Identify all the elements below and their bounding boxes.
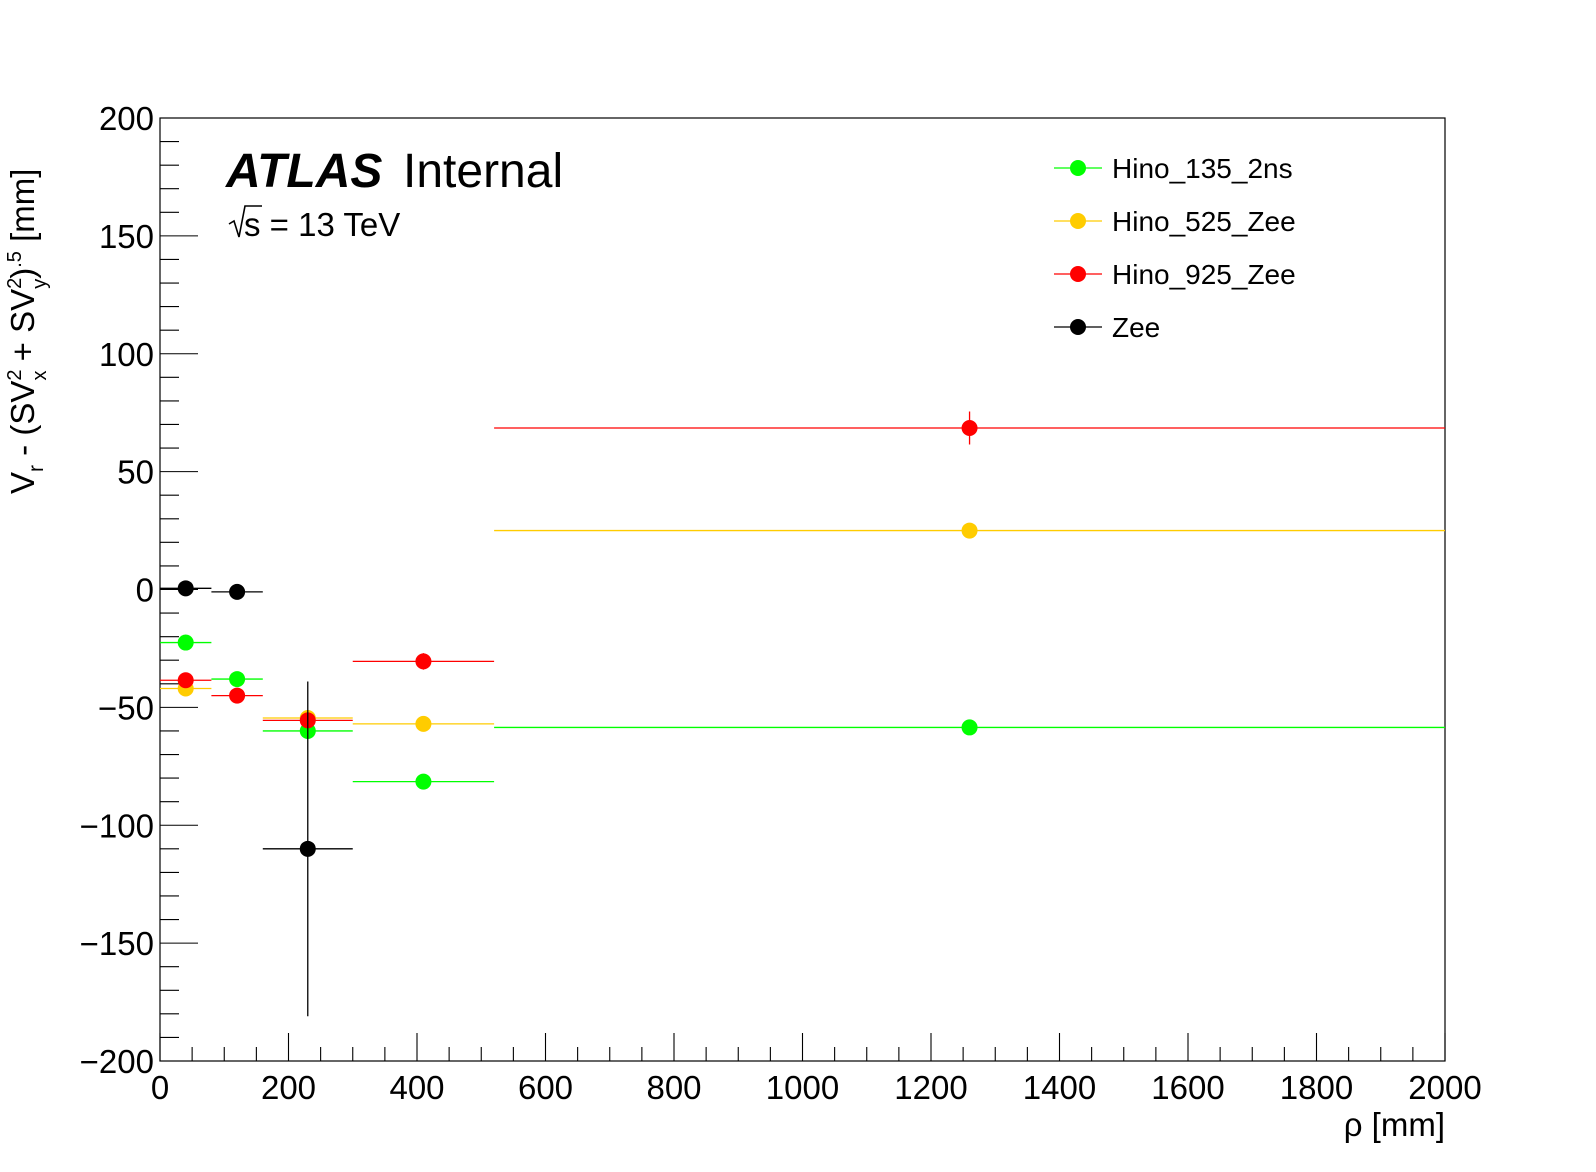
x-tick-labels: 0 200 400 600 800 1000 1200 1400 1600 1800 2000 <box>151 1069 1482 1106</box>
y-tick-label: 200 <box>99 100 154 137</box>
data-point <box>415 773 432 790</box>
y-tick-label: 150 <box>99 218 154 255</box>
x-axis-title: ρ [mm] <box>1344 1106 1445 1143</box>
y-tick-label: 100 <box>99 336 154 373</box>
series-Hino_135_2ns <box>160 634 1445 790</box>
legend: Hino_135_2ns Hino_525_Zee Hino_925_Zee Zee <box>1054 153 1296 343</box>
legend-label: Zee <box>1112 312 1160 343</box>
x-tick-label: 400 <box>389 1069 444 1106</box>
svg-text:s = 13 TeV: s = 13 TeV <box>244 206 400 243</box>
legend-item: Hino_135_2ns <box>1054 153 1293 184</box>
legend-item: Zee <box>1054 312 1160 343</box>
legend-marker <box>1070 213 1086 229</box>
data-point <box>961 522 978 539</box>
legend-label: Hino_525_Zee <box>1112 206 1296 237</box>
x-tick-label: 800 <box>646 1069 701 1106</box>
legend-marker <box>1070 160 1086 176</box>
data-point <box>415 653 432 670</box>
energy-label: s = 13 TeV <box>228 205 400 243</box>
sqrt-sign <box>228 205 262 238</box>
y-axis-title: Vr - (SV2 x + SV2 y).5 [mm] <box>4 169 51 494</box>
series-Hino_525_Zee <box>160 522 1445 732</box>
data-point <box>177 580 194 597</box>
atlas-label: ATLAS <box>225 145 382 198</box>
x-tick-label: 1600 <box>1151 1069 1224 1106</box>
legend-marker <box>1070 319 1086 335</box>
data-point <box>961 719 978 736</box>
y-tick-label: −50 <box>98 689 154 726</box>
legend-item: Hino_525_Zee <box>1054 206 1296 237</box>
x-tick-label: 1400 <box>1023 1069 1096 1106</box>
axis-ticks <box>159 117 1446 1062</box>
data-point <box>177 672 194 689</box>
legend-marker <box>1070 266 1086 282</box>
data-point <box>229 583 246 600</box>
data-point <box>299 840 316 857</box>
data-points <box>160 411 1445 1017</box>
x-tick-label: 200 <box>261 1069 316 1106</box>
data-point <box>229 671 246 688</box>
x-tick-label: 1200 <box>894 1069 967 1106</box>
x-tick-label: 0 <box>151 1069 169 1106</box>
internal-label: Internal <box>403 145 563 198</box>
y-tick-label: 0 <box>136 572 154 609</box>
x-tick-label: 2000 <box>1408 1069 1481 1106</box>
legend-item: Hino_925_Zee <box>1054 259 1296 290</box>
data-point <box>415 715 432 732</box>
y-tick-labels: −200 −150 −100 −50 0 50 100 150 200 <box>80 100 154 1080</box>
y-tick-label: −150 <box>80 925 154 962</box>
legend-label: Hino_925_Zee <box>1112 259 1296 290</box>
x-tick-label: 1800 <box>1280 1069 1353 1106</box>
y-tick-label: −200 <box>80 1043 154 1080</box>
y-tick-label: −100 <box>80 807 154 844</box>
y-tick-label: 50 <box>117 454 154 491</box>
data-point <box>229 687 246 704</box>
x-tick-label: 1000 <box>766 1069 839 1106</box>
legend-label: Hino_135_2ns <box>1112 153 1293 184</box>
data-point <box>177 634 194 651</box>
series-Zee <box>160 580 353 1017</box>
data-point <box>961 420 978 437</box>
series-Hino_925_Zee <box>160 411 1445 729</box>
x-tick-label: 600 <box>518 1069 573 1106</box>
